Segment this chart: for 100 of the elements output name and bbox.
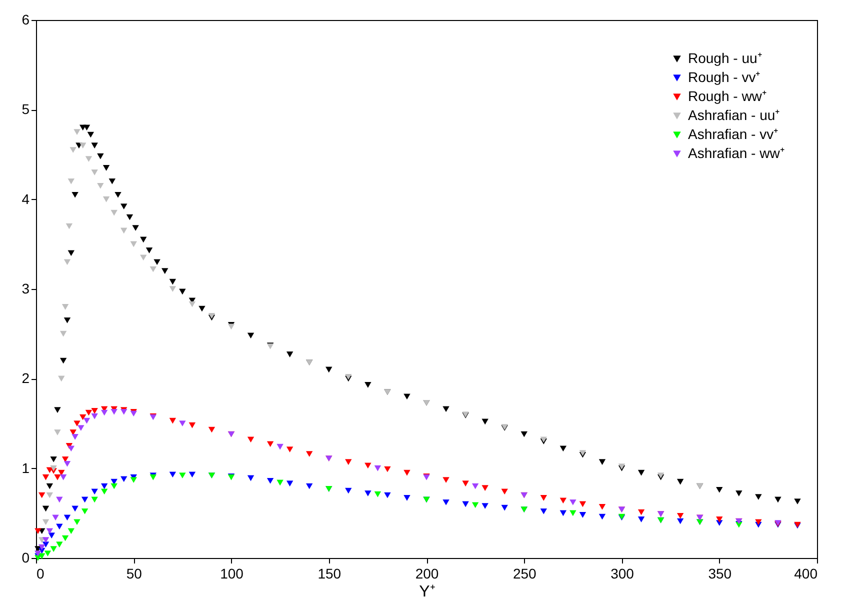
point <box>579 501 586 508</box>
point <box>91 413 98 420</box>
point <box>276 444 284 450</box>
point <box>50 546 57 552</box>
y-tick-label: 3 <box>22 280 30 296</box>
point <box>286 446 294 452</box>
point <box>62 304 69 310</box>
x-tick-label: 300 <box>610 566 634 582</box>
point <box>62 535 69 542</box>
point <box>208 426 216 433</box>
point <box>140 254 147 261</box>
point <box>110 483 118 490</box>
point <box>74 420 80 426</box>
point <box>85 410 92 416</box>
point <box>83 418 90 424</box>
x-tick-label: 350 <box>708 566 732 582</box>
point <box>54 474 61 480</box>
point <box>120 476 128 482</box>
legend-label: Ashrafian - uu⁺ <box>688 107 780 123</box>
point <box>85 156 92 162</box>
point <box>364 462 372 469</box>
point <box>755 519 762 526</box>
point <box>91 496 98 503</box>
point <box>442 500 450 506</box>
point <box>60 330 67 337</box>
point <box>66 223 73 230</box>
point <box>64 259 71 266</box>
point <box>266 441 274 448</box>
point <box>72 506 78 512</box>
point <box>188 301 196 308</box>
point <box>68 178 74 184</box>
point <box>179 420 186 426</box>
legend-label: Ashrafian - vv⁺ <box>688 126 779 142</box>
point <box>81 508 88 514</box>
point <box>81 496 88 503</box>
point <box>404 495 410 501</box>
point <box>74 129 80 135</box>
legend-label: Rough - uu⁺ <box>688 50 762 66</box>
point <box>384 492 391 498</box>
point <box>579 512 586 518</box>
point <box>64 460 71 467</box>
point <box>80 414 86 420</box>
point <box>716 516 723 522</box>
point <box>247 436 254 443</box>
point <box>169 418 176 424</box>
x-tick-label: 150 <box>318 566 342 582</box>
point <box>50 465 57 472</box>
point <box>404 470 410 476</box>
x-tick-label: 250 <box>512 566 537 582</box>
point <box>676 512 684 519</box>
point <box>570 500 576 506</box>
point <box>38 492 46 498</box>
point <box>91 488 98 495</box>
legend-label: Rough - vv⁺ <box>688 69 761 85</box>
point <box>52 514 59 521</box>
point <box>68 528 74 534</box>
x-tick-label: 400 <box>794 566 818 582</box>
point <box>110 408 118 415</box>
point <box>72 434 78 440</box>
point <box>169 286 176 292</box>
point <box>472 483 479 490</box>
point <box>374 491 382 498</box>
point <box>42 537 50 543</box>
point <box>42 542 50 548</box>
point <box>638 509 645 516</box>
point <box>462 501 469 508</box>
point <box>598 504 606 510</box>
point <box>150 266 157 272</box>
point <box>130 241 137 248</box>
point <box>462 480 469 486</box>
point <box>540 495 548 501</box>
point <box>247 475 254 482</box>
point <box>676 518 684 524</box>
point <box>100 410 108 416</box>
point <box>345 488 352 494</box>
point <box>266 478 274 484</box>
point <box>91 408 98 414</box>
point <box>100 483 108 490</box>
point <box>570 510 576 516</box>
point <box>38 553 46 560</box>
point <box>442 477 450 483</box>
y-tick-label: 1 <box>22 460 30 476</box>
point <box>120 228 128 234</box>
point <box>91 170 98 176</box>
point <box>364 490 372 496</box>
point <box>44 550 52 556</box>
point <box>38 544 46 550</box>
point <box>179 472 186 478</box>
point <box>501 488 508 495</box>
point <box>42 474 50 480</box>
point <box>306 483 313 490</box>
point <box>68 446 74 452</box>
point <box>54 430 61 436</box>
point <box>130 477 137 483</box>
point <box>74 519 80 526</box>
point <box>48 532 55 538</box>
point <box>169 472 176 478</box>
point <box>598 514 606 520</box>
point <box>56 496 63 503</box>
point <box>78 425 84 431</box>
